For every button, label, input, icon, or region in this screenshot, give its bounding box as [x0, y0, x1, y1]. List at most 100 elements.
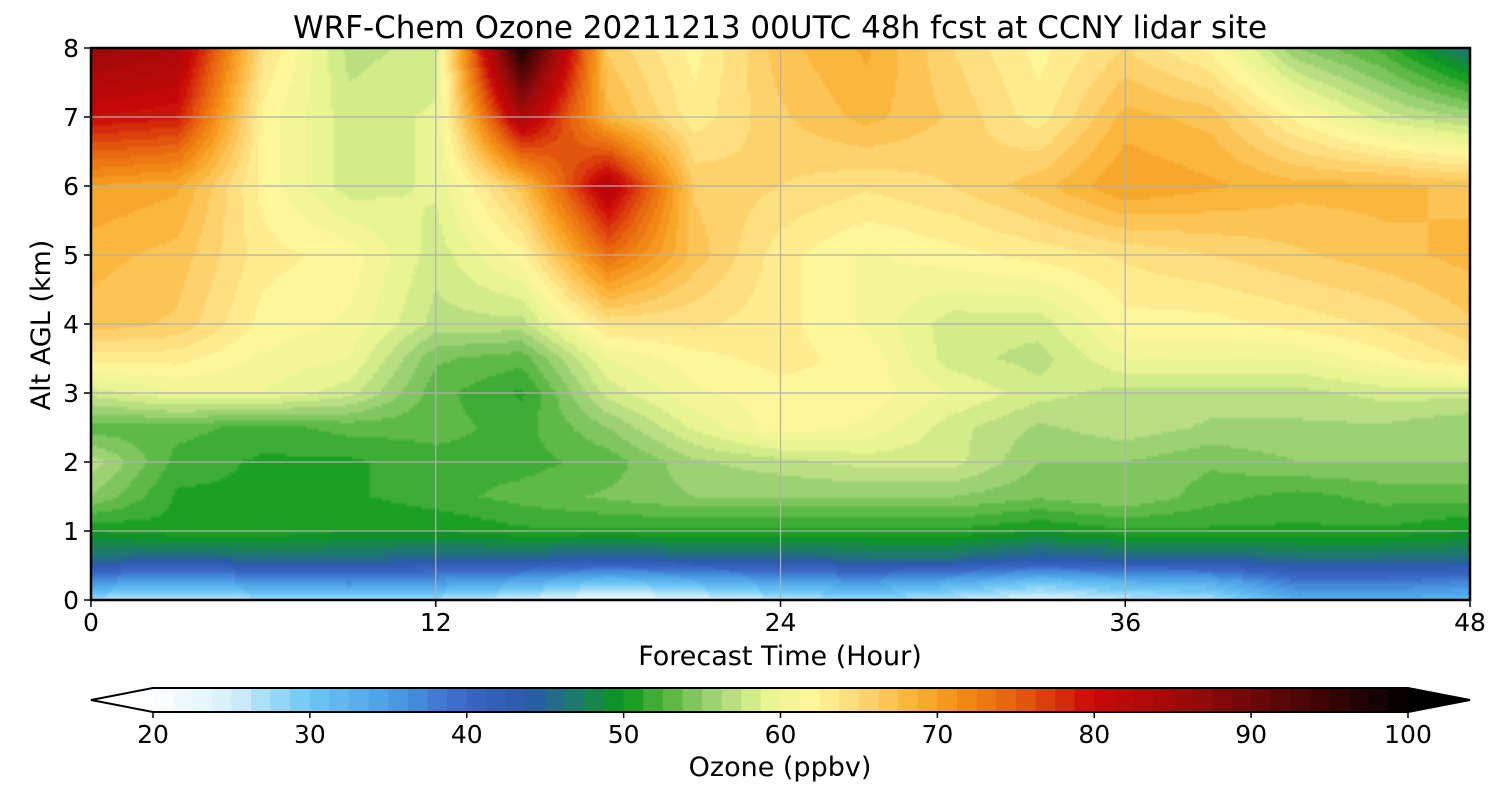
colorbar-segment — [1035, 688, 1056, 712]
colorbar-label: Ozone (ppbv) — [689, 752, 872, 783]
colorbar-segment — [270, 688, 291, 712]
x-tick-label: 0 — [83, 608, 99, 637]
colorbar-segment — [505, 688, 527, 712]
x-tick-label: 36 — [1109, 608, 1141, 637]
colorbar-segment — [1015, 688, 1037, 712]
colorbar-tick-label: 50 — [608, 720, 640, 749]
colorbar-segment — [1094, 688, 1115, 712]
colorbar-segment — [545, 688, 566, 712]
y-tick-label: 2 — [63, 448, 79, 477]
colorbar-segment — [1290, 688, 1311, 712]
colorbar-segment — [388, 688, 409, 712]
colorbar-segment — [1192, 688, 1213, 712]
colorbar-segment — [1172, 688, 1193, 712]
colorbar-tick-label: 70 — [921, 720, 953, 749]
colorbar-segment — [741, 688, 762, 712]
colorbar-segment — [760, 688, 782, 712]
colorbar-segment — [1133, 688, 1154, 712]
colorbar-segment — [839, 688, 860, 712]
colorbar-tick-label: 80 — [1078, 720, 1110, 749]
colorbar-segment — [486, 688, 507, 712]
colorbar-segment — [1251, 688, 1272, 712]
colorbar-segment — [231, 688, 252, 712]
y-tick-label: 6 — [63, 172, 79, 201]
colorbar-tick-label: 30 — [294, 720, 326, 749]
y-tick-label: 1 — [63, 517, 79, 546]
colorbar-ticks: 20 30 40 50 60 70 80 90 100 — [137, 712, 1432, 749]
colorbar-segment — [1349, 688, 1370, 712]
colorbar-segment — [466, 688, 487, 712]
colorbar-segment — [604, 688, 625, 712]
colorbar-segment — [211, 688, 233, 712]
colorbar-segment — [525, 688, 546, 712]
x-tick-label: 12 — [420, 608, 452, 637]
colorbar-segments — [90, 687, 1471, 713]
colorbar-segment — [662, 688, 684, 712]
y-tick-label: 5 — [63, 241, 79, 270]
colorbar-segment — [1368, 688, 1389, 712]
colorbar-segment — [407, 688, 429, 712]
colorbar-segment — [800, 688, 821, 712]
colorbar-segment — [349, 688, 370, 712]
colorbar-segment — [956, 688, 978, 712]
colorbar-segment — [427, 688, 448, 712]
colorbar-min-extension — [91, 688, 153, 712]
colorbar-segment — [309, 688, 331, 712]
colorbar-segment — [1074, 688, 1095, 712]
colorbar-segment — [878, 688, 899, 712]
colorbar-segment — [643, 688, 664, 712]
colorbar-segment — [937, 688, 958, 712]
colorbar-segment — [153, 688, 174, 712]
colorbar-segment — [1388, 688, 1409, 712]
x-axis: 0 12 24 36 48 — [83, 600, 1486, 637]
colorbar-segment — [682, 688, 703, 712]
colorbar-segment — [192, 688, 213, 712]
colorbar-max-extension — [1408, 688, 1470, 712]
colorbar-segment — [1055, 688, 1076, 712]
colorbar-segment — [858, 688, 880, 712]
colorbar-segment — [976, 688, 997, 712]
colorbar-segment — [721, 688, 742, 712]
colorbar-segment — [819, 688, 840, 712]
colorbar-segment — [898, 688, 919, 712]
colorbar-segment — [584, 688, 605, 712]
colorbar-segment — [623, 688, 644, 712]
colorbar: 20 30 40 50 60 70 80 90 100 — [90, 687, 1471, 749]
colorbar-segment — [368, 688, 389, 712]
colorbar-segment — [1329, 688, 1350, 712]
y-axis-label: Alt AGL (km) — [26, 240, 57, 411]
colorbar-segment — [251, 688, 272, 712]
y-tick-label: 7 — [63, 103, 79, 132]
colorbar-segment — [290, 688, 311, 712]
x-axis-label: Forecast Time (Hour) — [638, 641, 922, 672]
y-tick-label: 8 — [63, 34, 79, 63]
colorbar-segment — [996, 688, 1017, 712]
y-tick-label: 0 — [63, 586, 79, 615]
colorbar-segment — [1270, 688, 1291, 712]
colorbar-tick-label: 40 — [451, 720, 483, 749]
colorbar-segment — [447, 688, 468, 712]
colorbar-segment — [1231, 688, 1252, 712]
colorbar-tick-label: 20 — [137, 720, 169, 749]
chart-title: WRF-Chem Ozone 20211213 00UTC 48h fcst a… — [293, 10, 1267, 46]
colorbar-segment — [1113, 688, 1135, 712]
colorbar-segment — [780, 688, 801, 712]
x-tick-label: 24 — [765, 608, 797, 637]
colorbar-tick-label: 100 — [1384, 720, 1432, 749]
colorbar-tick-label: 90 — [1235, 720, 1267, 749]
colorbar-segment — [564, 688, 586, 712]
y-tick-label: 3 — [63, 379, 79, 408]
colorbar-segment — [702, 688, 723, 712]
colorbar-segment — [1211, 688, 1233, 712]
colorbar-segment — [329, 688, 350, 712]
colorbar-segment — [172, 688, 193, 712]
y-axis: 0 1 2 3 4 5 6 7 8 — [63, 34, 91, 615]
x-tick-label: 48 — [1454, 608, 1486, 637]
colorbar-segment — [1153, 688, 1174, 712]
colorbar-segment — [917, 688, 938, 712]
grid-lines — [91, 48, 1470, 600]
colorbar-tick-label: 60 — [765, 720, 797, 749]
colorbar-segment — [1309, 688, 1331, 712]
plot-area — [89, 46, 1472, 602]
